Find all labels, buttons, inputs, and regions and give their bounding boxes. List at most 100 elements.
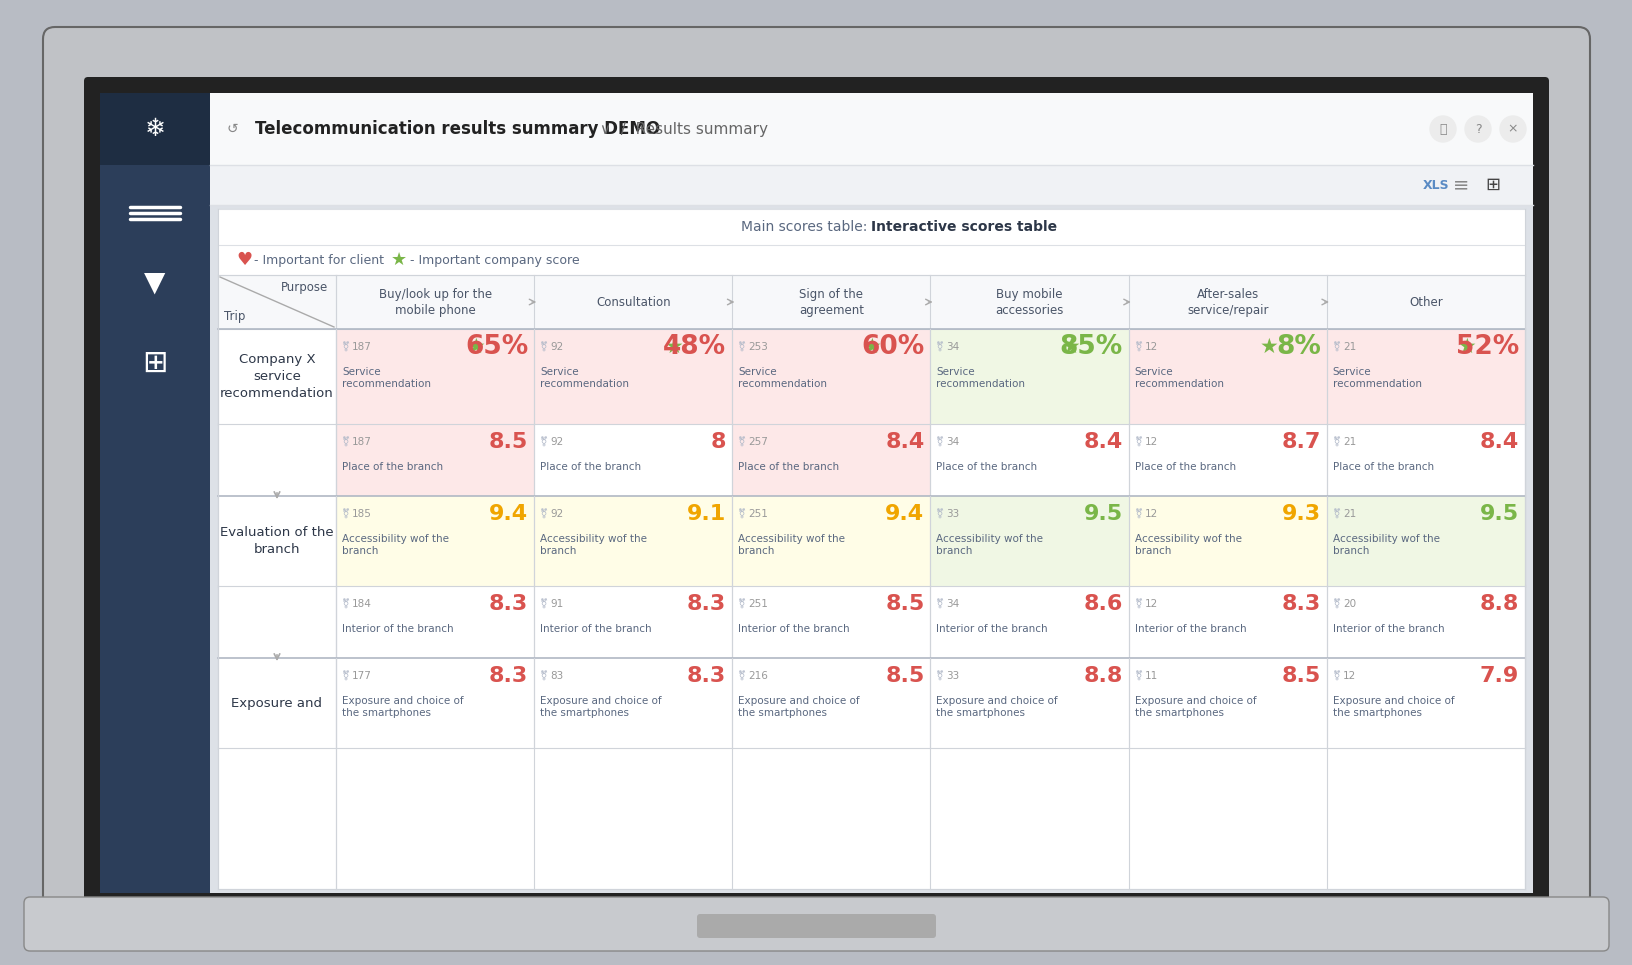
- Bar: [731, 424, 930, 496]
- Text: 12: 12: [1144, 342, 1157, 352]
- Text: ★: ★: [664, 337, 684, 357]
- FancyBboxPatch shape: [83, 77, 1549, 907]
- Bar: [534, 496, 731, 586]
- Text: ⚧: ⚧: [1133, 671, 1141, 681]
- Bar: [1128, 496, 1327, 586]
- Text: 8.8: 8.8: [1082, 666, 1121, 686]
- Text: 8.4: 8.4: [1479, 432, 1518, 452]
- Text: 8.8: 8.8: [1479, 594, 1518, 614]
- Text: Place of the branch: Place of the branch: [1332, 462, 1433, 472]
- Bar: [1327, 586, 1524, 658]
- Text: ⚧: ⚧: [935, 671, 943, 681]
- Text: 65%: 65%: [465, 334, 527, 360]
- Text: 12: 12: [1144, 509, 1157, 519]
- Text: 34: 34: [947, 437, 960, 447]
- Circle shape: [1500, 116, 1524, 142]
- Bar: [211, 165, 1532, 205]
- Bar: [217, 209, 1524, 245]
- Text: Buy/look up for the
mobile phone: Buy/look up for the mobile phone: [379, 288, 491, 317]
- Text: 185: 185: [353, 509, 372, 519]
- Bar: [534, 329, 731, 424]
- Bar: [930, 496, 1128, 586]
- Circle shape: [1430, 116, 1456, 142]
- Text: ⚧: ⚧: [341, 671, 349, 681]
- Text: ⚧: ⚧: [1133, 599, 1141, 609]
- Text: Buy mobile
accessories: Buy mobile accessories: [996, 288, 1062, 317]
- Bar: [1327, 329, 1524, 424]
- Text: 8.3: 8.3: [488, 594, 527, 614]
- Text: Place of the branch: Place of the branch: [1134, 462, 1235, 472]
- Text: 8.5: 8.5: [488, 432, 527, 452]
- Text: ⚧: ⚧: [1332, 342, 1340, 352]
- Text: 91: 91: [550, 599, 563, 609]
- Text: ?: ?: [1474, 123, 1480, 135]
- Text: ★: ★: [467, 337, 485, 357]
- Text: 8%: 8%: [1275, 334, 1320, 360]
- Text: ⚧: ⚧: [738, 509, 744, 519]
- Text: Exposure and choice of
the smartphones: Exposure and choice of the smartphones: [935, 696, 1058, 718]
- Bar: [100, 93, 211, 893]
- Text: Place of the branch: Place of the branch: [540, 462, 641, 472]
- Text: Company X
service
recommendation: Company X service recommendation: [220, 353, 333, 400]
- Text: Service
recommendation: Service recommendation: [341, 367, 431, 390]
- Bar: [100, 93, 1532, 893]
- Text: ⚧: ⚧: [935, 342, 943, 352]
- Text: ⚧: ⚧: [341, 509, 349, 519]
- Text: ⚧: ⚧: [539, 437, 547, 447]
- Text: Sign of the
agreement: Sign of the agreement: [798, 288, 863, 317]
- Text: 34: 34: [947, 342, 960, 352]
- Bar: [100, 93, 211, 165]
- Bar: [930, 329, 1128, 424]
- Bar: [336, 329, 534, 424]
- Text: 48%: 48%: [663, 334, 726, 360]
- Bar: [217, 496, 336, 586]
- Text: Exposure and choice of
the smartphones: Exposure and choice of the smartphones: [540, 696, 661, 718]
- Text: ⚧: ⚧: [1133, 437, 1141, 447]
- Text: 8.3: 8.3: [1281, 594, 1320, 614]
- Text: 21: 21: [1342, 437, 1355, 447]
- Text: Accessibility wof the
branch: Accessibility wof the branch: [1134, 534, 1240, 557]
- Text: ♥: ♥: [237, 251, 251, 269]
- Text: ⚧: ⚧: [539, 599, 547, 609]
- Text: 9.4: 9.4: [885, 504, 924, 524]
- FancyBboxPatch shape: [42, 27, 1590, 939]
- Text: ❄: ❄: [144, 117, 165, 141]
- Bar: [1327, 496, 1524, 586]
- Text: 12: 12: [1144, 437, 1157, 447]
- Text: 33: 33: [947, 671, 960, 681]
- Text: 21: 21: [1342, 509, 1355, 519]
- Text: 👤: 👤: [1438, 123, 1446, 135]
- Text: 257: 257: [747, 437, 767, 447]
- Text: - Important company score: - Important company score: [410, 254, 579, 266]
- Text: 8.3: 8.3: [687, 594, 726, 614]
- Text: Exposure and choice of
the smartphones: Exposure and choice of the smartphones: [738, 696, 860, 718]
- Bar: [930, 658, 1128, 748]
- Bar: [336, 424, 534, 496]
- Text: ⚧: ⚧: [935, 437, 943, 447]
- Text: 11: 11: [1144, 671, 1157, 681]
- Bar: [731, 658, 930, 748]
- Text: Service
recommendation: Service recommendation: [1332, 367, 1421, 390]
- Text: 8.4: 8.4: [1082, 432, 1121, 452]
- Text: ⚧: ⚧: [1133, 509, 1141, 519]
- Text: ⊞: ⊞: [142, 348, 168, 377]
- Bar: [217, 424, 336, 496]
- Bar: [217, 245, 1524, 275]
- Bar: [217, 209, 1524, 889]
- Text: Main scores table:: Main scores table:: [741, 220, 871, 234]
- Text: 187: 187: [353, 437, 372, 447]
- Text: 9.4: 9.4: [488, 504, 527, 524]
- Bar: [930, 586, 1128, 658]
- Text: 7.9: 7.9: [1479, 666, 1518, 686]
- Text: Telecommunication results summary DEMO: Telecommunication results summary DEMO: [255, 120, 659, 138]
- Text: 8.4: 8.4: [885, 432, 924, 452]
- Text: ▼: ▼: [144, 269, 165, 297]
- Text: ⚧: ⚧: [1133, 342, 1141, 352]
- Text: Interior of the branch: Interior of the branch: [935, 624, 1048, 634]
- Text: ⚧: ⚧: [539, 509, 547, 519]
- Text: ★: ★: [1258, 337, 1278, 357]
- Text: ⚧: ⚧: [738, 437, 744, 447]
- Bar: [217, 275, 1524, 329]
- Text: Place of the branch: Place of the branch: [935, 462, 1036, 472]
- Text: 12: 12: [1342, 671, 1355, 681]
